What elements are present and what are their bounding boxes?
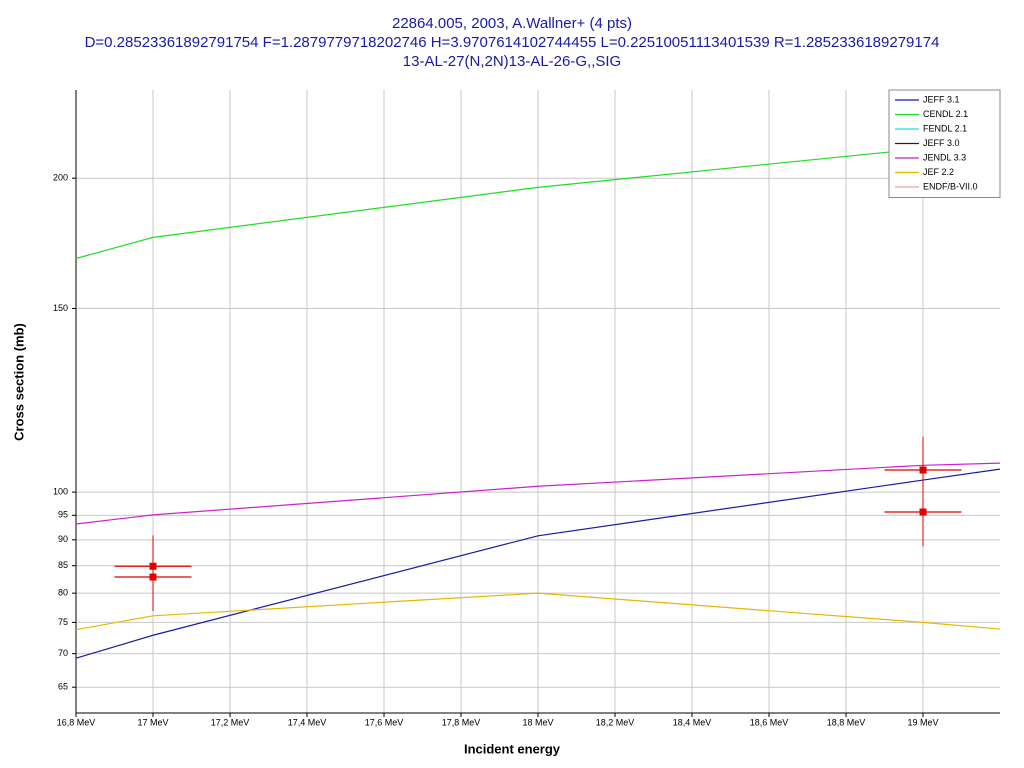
y-tick-label: 85: [58, 560, 68, 570]
chart-title: 22864.005, 2003, A.Wallner+ (4 pts): [392, 15, 632, 32]
x-tick-label: 18,8 MeV: [827, 717, 866, 727]
y-tick-label: 65: [58, 682, 68, 692]
x-tick-label: 18,4 MeV: [673, 717, 712, 727]
data-point: [919, 508, 927, 516]
y-axis-label: Cross section (mb): [11, 323, 26, 441]
x-axis-label: Incident energy: [464, 741, 561, 756]
legend-label: JEF 2.2: [923, 167, 954, 177]
y-tick-label: 100: [53, 486, 68, 496]
legend-label: JEFF 3.0: [923, 138, 960, 148]
y-tick-label: 80: [58, 588, 68, 598]
legend-label: JENDL 3.3: [923, 152, 966, 162]
chart-subtitle: 13-AL-27(N,2N)13-AL-26-G,,SIG: [403, 53, 621, 70]
legend-label: ENDF/B-VII.0: [923, 181, 978, 191]
series-line: [75, 462, 1001, 525]
legend-label: JEFF 3.1: [923, 94, 960, 104]
x-tick-label: 17,2 MeV: [211, 717, 250, 727]
x-tick-label: 18,2 MeV: [596, 717, 635, 727]
chart-subtitle: D=0.28523361892791754 F=1.28797797182027…: [85, 34, 940, 51]
series-line: [75, 592, 1001, 631]
data-point: [149, 573, 157, 581]
y-tick-label: 200: [53, 173, 68, 183]
y-tick-label: 90: [58, 534, 68, 544]
x-tick-label: 19 MeV: [907, 717, 938, 727]
x-tick-label: 17,4 MeV: [288, 717, 327, 727]
series-line: [75, 468, 1001, 659]
y-tick-label: 95: [58, 510, 68, 520]
x-tick-label: 17 MeV: [137, 717, 168, 727]
legend-label: CENDL 2.1: [923, 109, 968, 119]
x-tick-label: 16,8 MeV: [57, 717, 96, 727]
x-tick-label: 17,6 MeV: [365, 717, 404, 727]
x-tick-label: 18 MeV: [522, 717, 553, 727]
legend-label: FENDL 2.1: [923, 123, 967, 133]
y-tick-label: 150: [53, 303, 68, 313]
data-point: [919, 466, 927, 474]
x-tick-label: 18,6 MeV: [750, 717, 789, 727]
y-tick-label: 75: [58, 617, 68, 627]
y-tick-label: 70: [58, 648, 68, 658]
x-tick-label: 17,8 MeV: [442, 717, 481, 727]
